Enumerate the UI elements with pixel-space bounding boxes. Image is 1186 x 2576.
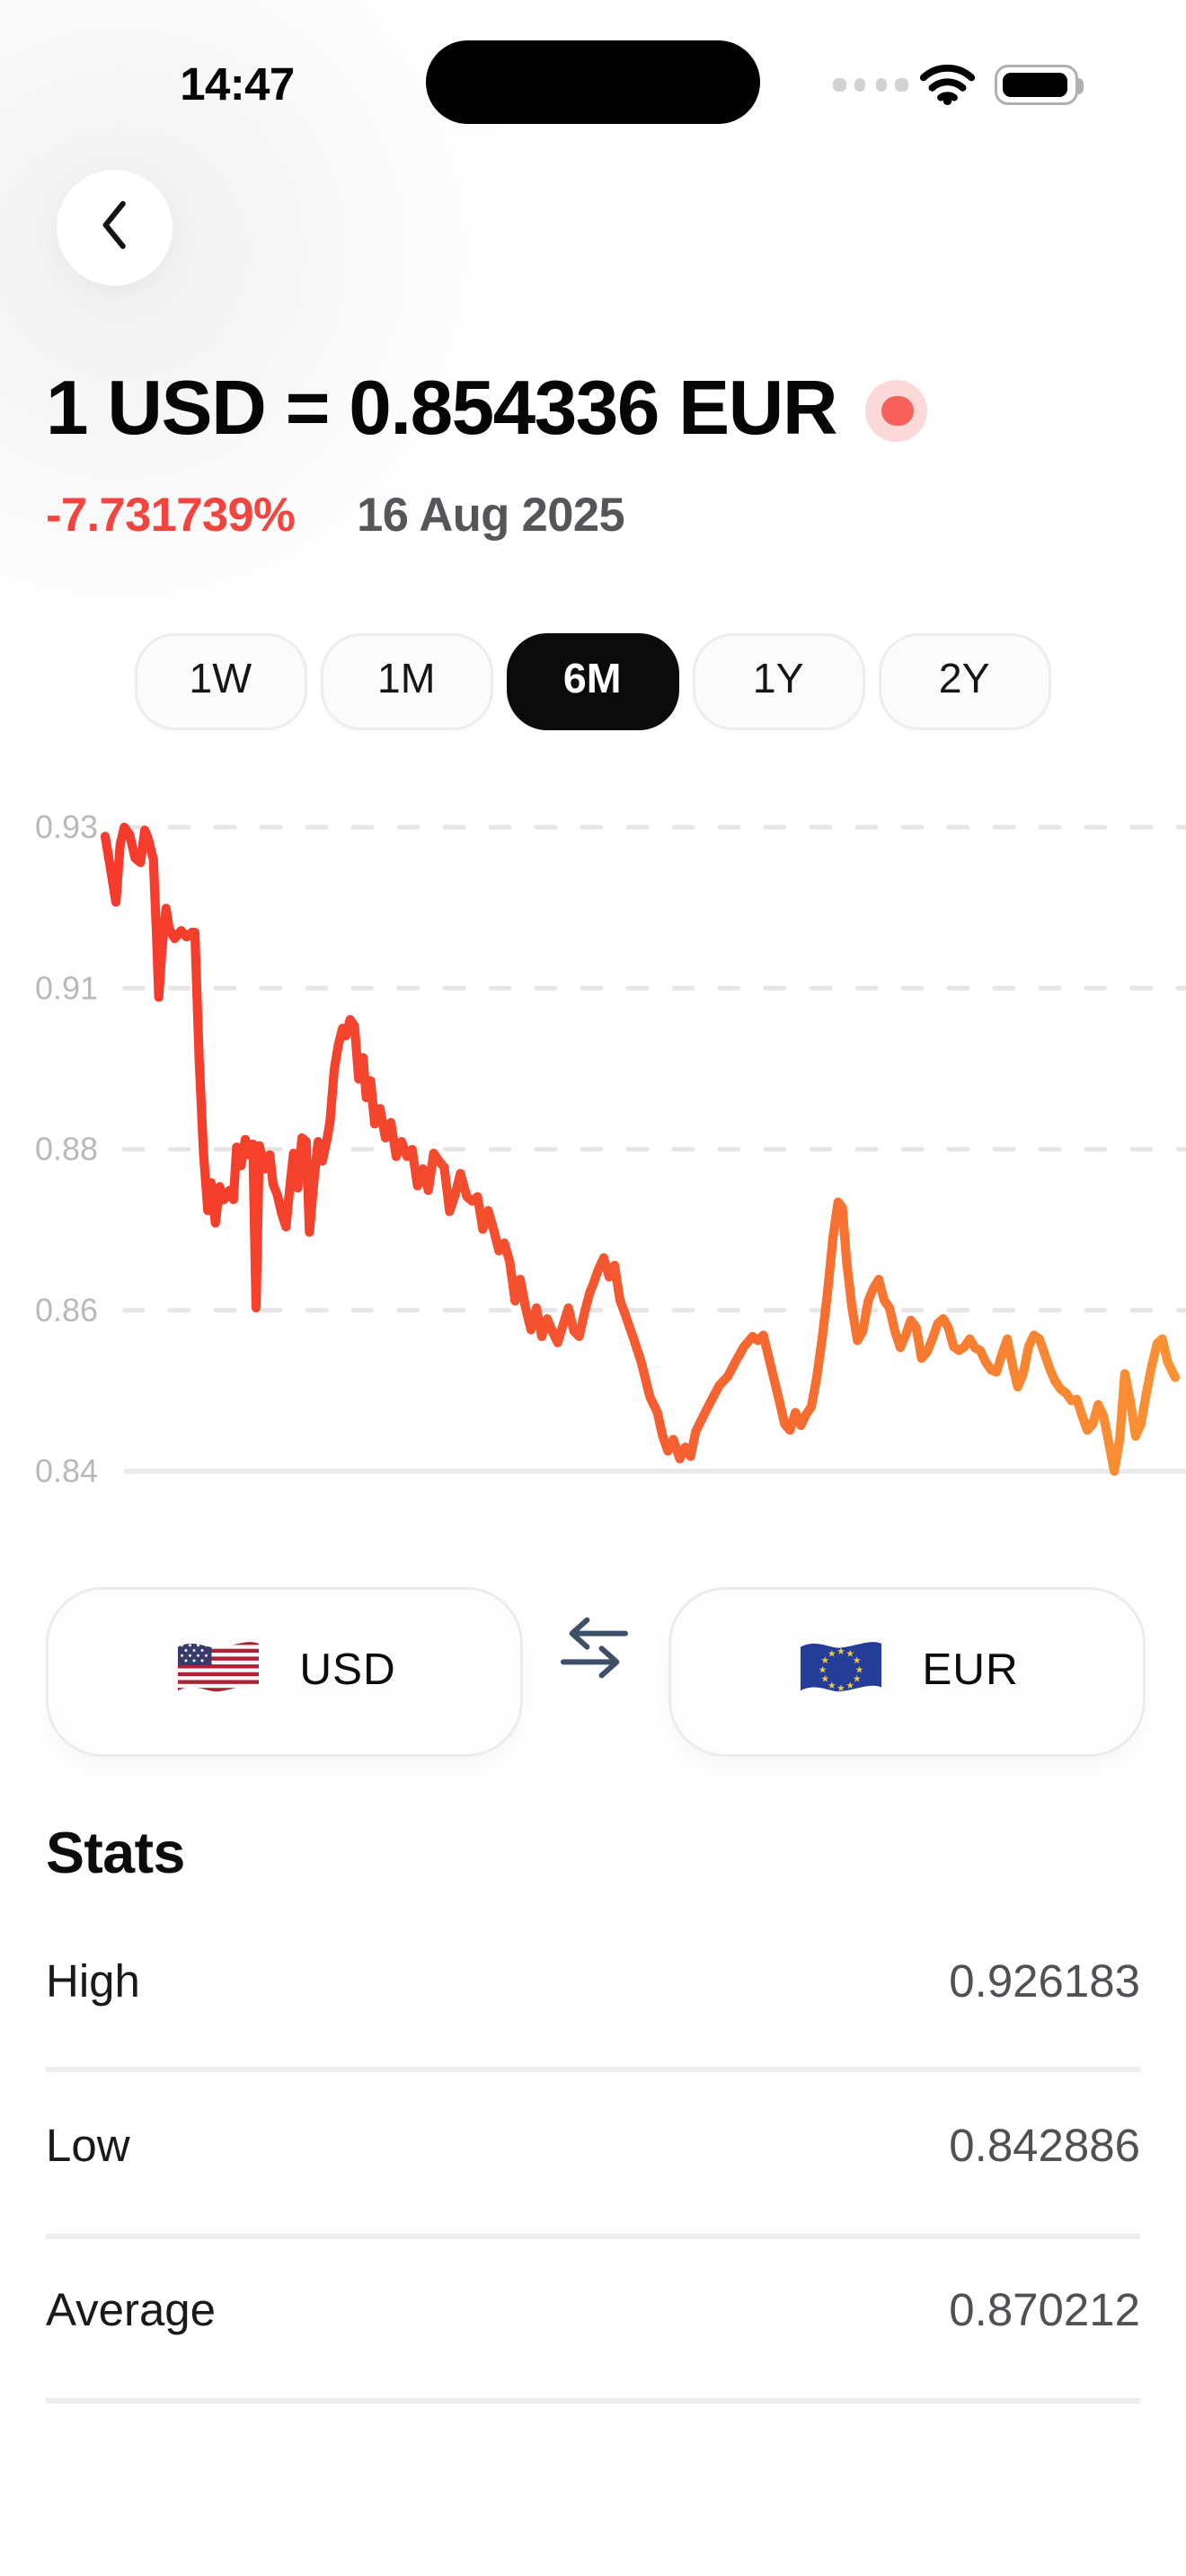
change-row: -7.731739% 16 Aug 2025	[46, 488, 625, 544]
svg-text:★: ★	[837, 1681, 846, 1692]
cellular-signal-icon	[833, 78, 908, 91]
stat-value: 0.870212	[949, 2285, 1140, 2336]
tab-1w[interactable]: 1W	[135, 633, 306, 730]
stat-value: 0.926183	[949, 1956, 1140, 2007]
svg-text:★: ★	[828, 1679, 836, 1690]
stat-label: High	[46, 1956, 140, 2007]
to-currency-button[interactable]: ★ ★ ★ ★ ★ ★ ★ ★ ★ ★ ★ ★	[668, 1587, 1146, 1757]
chevron-left-icon	[100, 198, 129, 258]
y-axis-labels: 0.93 0.91 0.88 0.86 0.84	[35, 808, 98, 1489]
svg-text:★: ★	[853, 1654, 862, 1665]
live-indicator-icon	[866, 380, 929, 442]
stat-label: Average	[46, 2285, 217, 2336]
svg-text:0.88: 0.88	[35, 1131, 98, 1168]
rate-chart[interactable]: 0.93 0.91 0.88 0.86 0.84	[0, 776, 1186, 1509]
stat-row-average: Average 0.870212	[46, 2285, 1140, 2339]
tab-1y[interactable]: 1Y	[693, 633, 864, 730]
tab-2y[interactable]: 2Y	[879, 633, 1050, 730]
svg-text:★: ★	[855, 1663, 864, 1674]
stat-value: 0.842886	[949, 2121, 1140, 2172]
rate-line-series	[100, 822, 1181, 1477]
stat-row-low: Low 0.842886	[46, 2121, 1140, 2175]
svg-text:0.84: 0.84	[35, 1452, 98, 1489]
wifi-icon	[919, 64, 976, 119]
dynamic-island	[426, 40, 760, 124]
page-title: 1 USD = 0.854336 EUR	[46, 366, 838, 453]
from-currency-code: USD	[299, 1646, 396, 1695]
svg-text:0.86: 0.86	[35, 1292, 98, 1328]
swap-arrows-icon	[557, 1617, 630, 1687]
back-button[interactable]	[57, 170, 173, 286]
currency-converter-row: USD	[0, 1587, 1186, 1757]
divider	[46, 2234, 1140, 2238]
svg-text:★: ★	[846, 1679, 855, 1690]
svg-text:0.91: 0.91	[35, 969, 98, 1006]
svg-text:★: ★	[828, 1646, 836, 1658]
to-currency-code: EUR	[922, 1646, 1019, 1695]
svg-text:★: ★	[819, 1663, 828, 1674]
svg-text:★: ★	[846, 1646, 855, 1658]
divider	[46, 2067, 1140, 2071]
us-flag-icon	[173, 1635, 264, 1710]
tab-1m[interactable]: 1M	[321, 633, 492, 730]
rate-date: 16 Aug 2025	[357, 488, 625, 542]
tab-6m-selected[interactable]: 6M	[507, 633, 678, 730]
eu-flag-icon: ★ ★ ★ ★ ★ ★ ★ ★ ★ ★ ★ ★	[795, 1635, 887, 1710]
status-bar: 14:47	[0, 0, 1186, 146]
svg-text:★: ★	[821, 1672, 830, 1683]
battery-icon	[995, 65, 1084, 105]
rate-header: 1 USD = 0.854336 EUR	[46, 366, 929, 455]
svg-text:★: ★	[853, 1672, 862, 1683]
change-percent: -7.731739%	[46, 488, 296, 542]
from-currency-button[interactable]: USD	[46, 1587, 523, 1757]
gridlines	[121, 825, 1186, 1474]
range-tabs: 1W 1M 6M 1Y 2Y	[135, 633, 1050, 730]
svg-text:★: ★	[837, 1645, 846, 1656]
swap-currencies-button[interactable]	[553, 1611, 633, 1692]
svg-text:0.93: 0.93	[35, 808, 98, 845]
stat-row-high: High 0.926183	[46, 1956, 1140, 2010]
clock: 14:47	[180, 59, 295, 110]
stat-label: Low	[46, 2121, 130, 2172]
divider	[46, 2398, 1140, 2403]
svg-text:★: ★	[821, 1654, 830, 1665]
stats-title: Stats	[46, 1822, 185, 1886]
